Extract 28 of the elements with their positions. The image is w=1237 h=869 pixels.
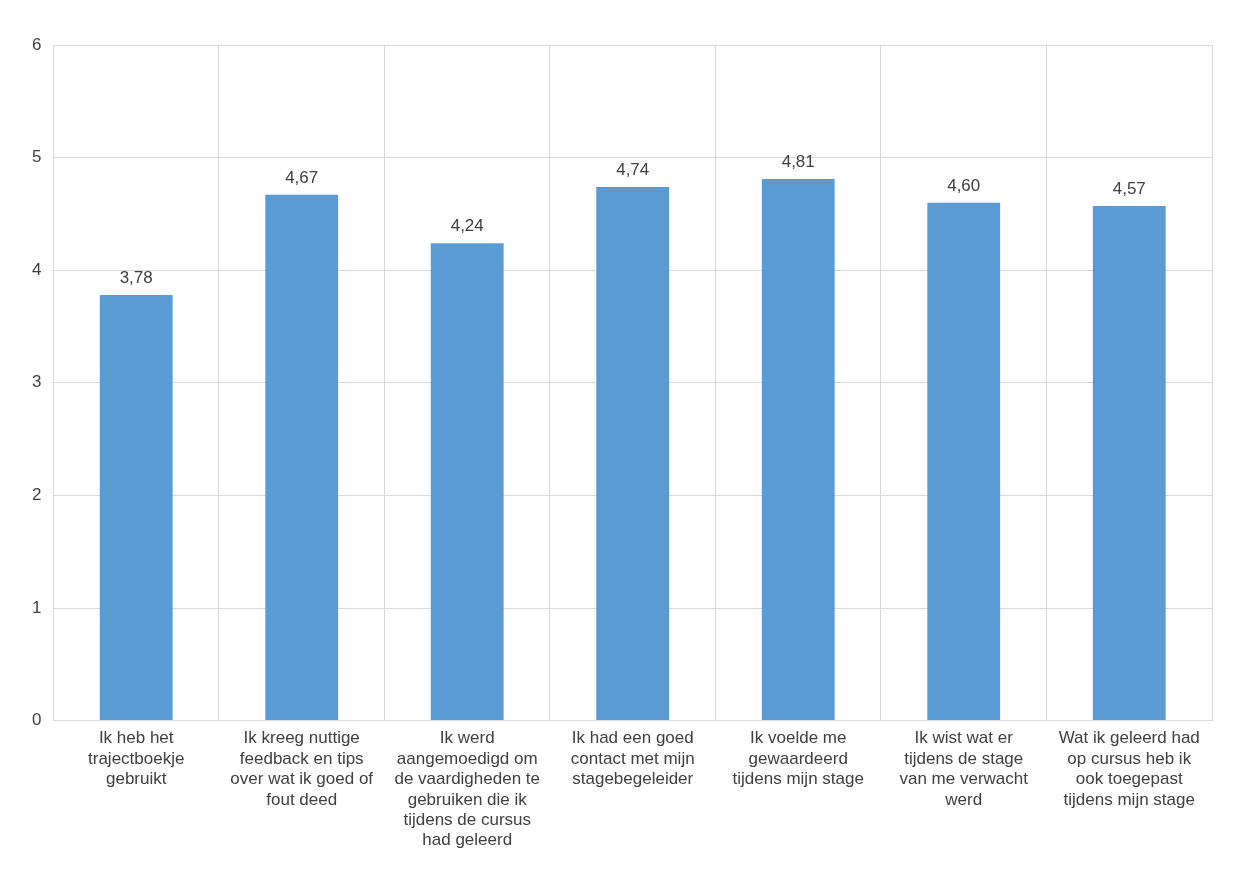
bar <box>99 294 173 721</box>
data-label: 4,60 <box>947 175 981 195</box>
bar <box>596 186 670 721</box>
x-tick-label: Wat ik geleerd had op cursus heb ik ook toegepast tijdens mijn stage <box>1058 728 1200 809</box>
bar <box>927 202 1001 721</box>
y-tick-label: 6 <box>31 34 42 54</box>
x-tick-label: Ik voelde me gewaardeerd tijdens mijn stage <box>732 728 864 789</box>
data-label: 4,24 <box>450 216 484 236</box>
bar <box>1092 206 1166 721</box>
y-tick-label: 2 <box>31 485 42 505</box>
data-label: 3,78 <box>119 268 153 288</box>
bar <box>430 243 504 721</box>
y-tick-label: 5 <box>31 147 42 167</box>
bar <box>265 194 339 721</box>
x-tick-label: Ik wist wat er tijdens de stage van me verwacht werd <box>899 728 1029 809</box>
data-label: 4,67 <box>285 167 319 187</box>
x-tick-label: Ik kreeg nuttige feedback en tips over wat ik goed of fout deed <box>230 728 374 809</box>
bar <box>761 178 835 721</box>
data-label: 4,57 <box>1112 179 1146 199</box>
x-tick-label: Ik werd aangemoedigd om de vaardigheden te gebruiken die ik tijdens de cursus had geleerd <box>394 728 540 850</box>
data-label: 4,74 <box>616 160 650 180</box>
x-tick-label: Ik had een goed contact met mijn stagebegeleider <box>570 728 695 789</box>
data-label: 4,81 <box>781 152 815 172</box>
y-tick-label: 3 <box>31 372 42 392</box>
y-tick-label: 1 <box>31 597 42 617</box>
y-tick-label: 4 <box>31 259 42 279</box>
x-tick-label: Ik heb het trajectboekje gebruikt <box>88 728 185 789</box>
y-tick-label: 0 <box>31 710 42 730</box>
